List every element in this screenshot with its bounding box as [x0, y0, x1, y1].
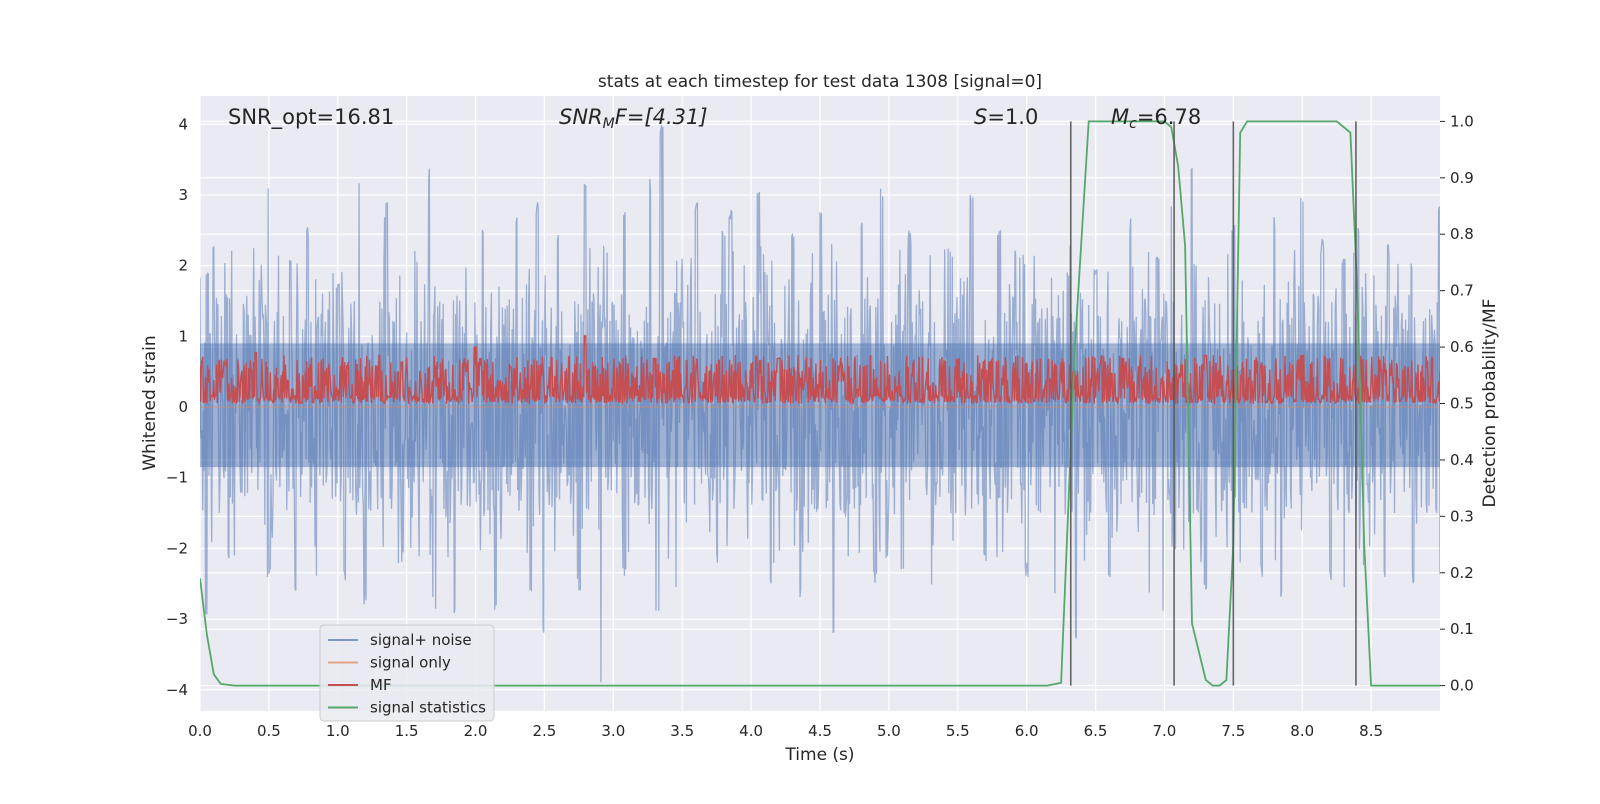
series-threshold-markers: [1069, 121, 1357, 686]
y2-tick-label: 0.5: [1450, 395, 1474, 413]
y2-tick-label: 0.3: [1450, 507, 1474, 525]
legend-entry: signal+ noise: [328, 631, 472, 649]
x-tick-label: 2.5: [533, 722, 557, 740]
x-tick-label: 6.5: [1084, 722, 1108, 740]
y2-tick-label: 0.8: [1450, 225, 1474, 243]
y2-tick-label: 0.4: [1450, 451, 1474, 469]
y-tick-label: 3: [178, 186, 188, 204]
y2-tick-label: 1.0: [1450, 112, 1474, 130]
legend-label: MF: [370, 676, 392, 694]
annotation-s: S=1.0: [974, 105, 1038, 129]
x-tick-label: 4.0: [739, 722, 763, 740]
y2-tick-label: 0.6: [1450, 338, 1474, 356]
x-tick-label: 8.5: [1359, 722, 1383, 740]
legend-entry: signal only: [328, 654, 451, 672]
x-tick-label: 3.0: [601, 722, 625, 740]
y-tick-label: −2: [166, 539, 188, 557]
y2-tick-label: 0.1: [1450, 620, 1474, 638]
x-tick-label: 2.0: [464, 722, 488, 740]
x-tick-label: 6.0: [1015, 722, 1039, 740]
annotation-mc-value: =6.78: [1137, 105, 1201, 129]
x-tick-label: 5.0: [877, 722, 901, 740]
x-axis-ticks: 0.0 0.5 1.0 1.5 2.0 2.5 3.0 3.5 4.0 4.5 5.0 5.5 6.0 6…: [188, 722, 1383, 740]
y-axis-ticks: −4 −3 −2 −1 0 1 2 3 4: [166, 115, 188, 699]
legend: signal+ noise signal only MF signal statist…: [319, 624, 495, 722]
y2-axis-ticks: 0.0 0.1 0.2 0.3 0.4 0.5 0.6 0.7 0.8 0.9 1.0: [1440, 112, 1474, 695]
annotation-s-symbol: S: [974, 105, 987, 129]
x-tick-label: 3.5: [670, 722, 694, 740]
legend-entry: signal statistics: [328, 699, 486, 717]
x-tick-label: 1.5: [395, 722, 419, 740]
annotation-mc-symbol: M: [1111, 105, 1129, 129]
x-tick-label: 7.0: [1153, 722, 1177, 740]
x-tick-label: 8.0: [1290, 722, 1314, 740]
y-tick-label: −4: [166, 681, 188, 699]
annotation-snr-mf-subscript: M: [603, 116, 615, 132]
x-tick-label: 5.5: [946, 722, 970, 740]
y2-axis-label: Detection probability/MF: [1480, 299, 1500, 508]
legend-label: signal statistics: [370, 699, 486, 717]
y-axis-label: Whitened strain: [140, 335, 160, 470]
y-tick-label: 4: [178, 115, 188, 133]
annotation-snr-mf-value: F=[4.31]: [615, 105, 708, 129]
y2-tick-label: 0.9: [1450, 169, 1474, 187]
y-tick-label: 2: [178, 257, 188, 275]
legend-label: signal+ noise: [370, 631, 472, 649]
y2-tick-label: 0.0: [1450, 677, 1474, 695]
series-layer: [200, 120, 1440, 687]
annotation-snr-opt: SNR_opt=16.81: [228, 105, 394, 130]
x-tick-label: 7.5: [1221, 722, 1245, 740]
x-axis-label: Time (s): [784, 745, 854, 765]
annotation-snr-mf: SNRMF=[4.31]: [559, 105, 708, 132]
annotation-s-value: =1.0: [987, 105, 1038, 129]
y2-tick-label: 0.7: [1450, 282, 1474, 300]
legend-box: [319, 624, 495, 722]
annotation-mc-subscript: c: [1129, 116, 1137, 132]
x-tick-label: 0.0: [188, 722, 212, 740]
x-tick-label: 4.5: [808, 722, 832, 740]
legend-entry: MF: [328, 676, 392, 694]
legend-label: signal only: [370, 654, 451, 672]
y-tick-label: 0: [178, 398, 188, 416]
y-tick-label: −3: [166, 610, 188, 628]
chart-title: stats at each timestep for test data 130…: [598, 72, 1042, 92]
x-tick-label: 0.5: [257, 722, 281, 740]
annotation-mc: Mc=6.78: [1111, 105, 1201, 132]
x-tick-label: 1.0: [326, 722, 350, 740]
y-tick-label: 1: [178, 327, 188, 345]
annotation-snr-mf-symbol: SNR: [559, 105, 603, 129]
y-tick-label: −1: [166, 469, 188, 487]
y2-tick-label: 0.2: [1450, 564, 1474, 582]
